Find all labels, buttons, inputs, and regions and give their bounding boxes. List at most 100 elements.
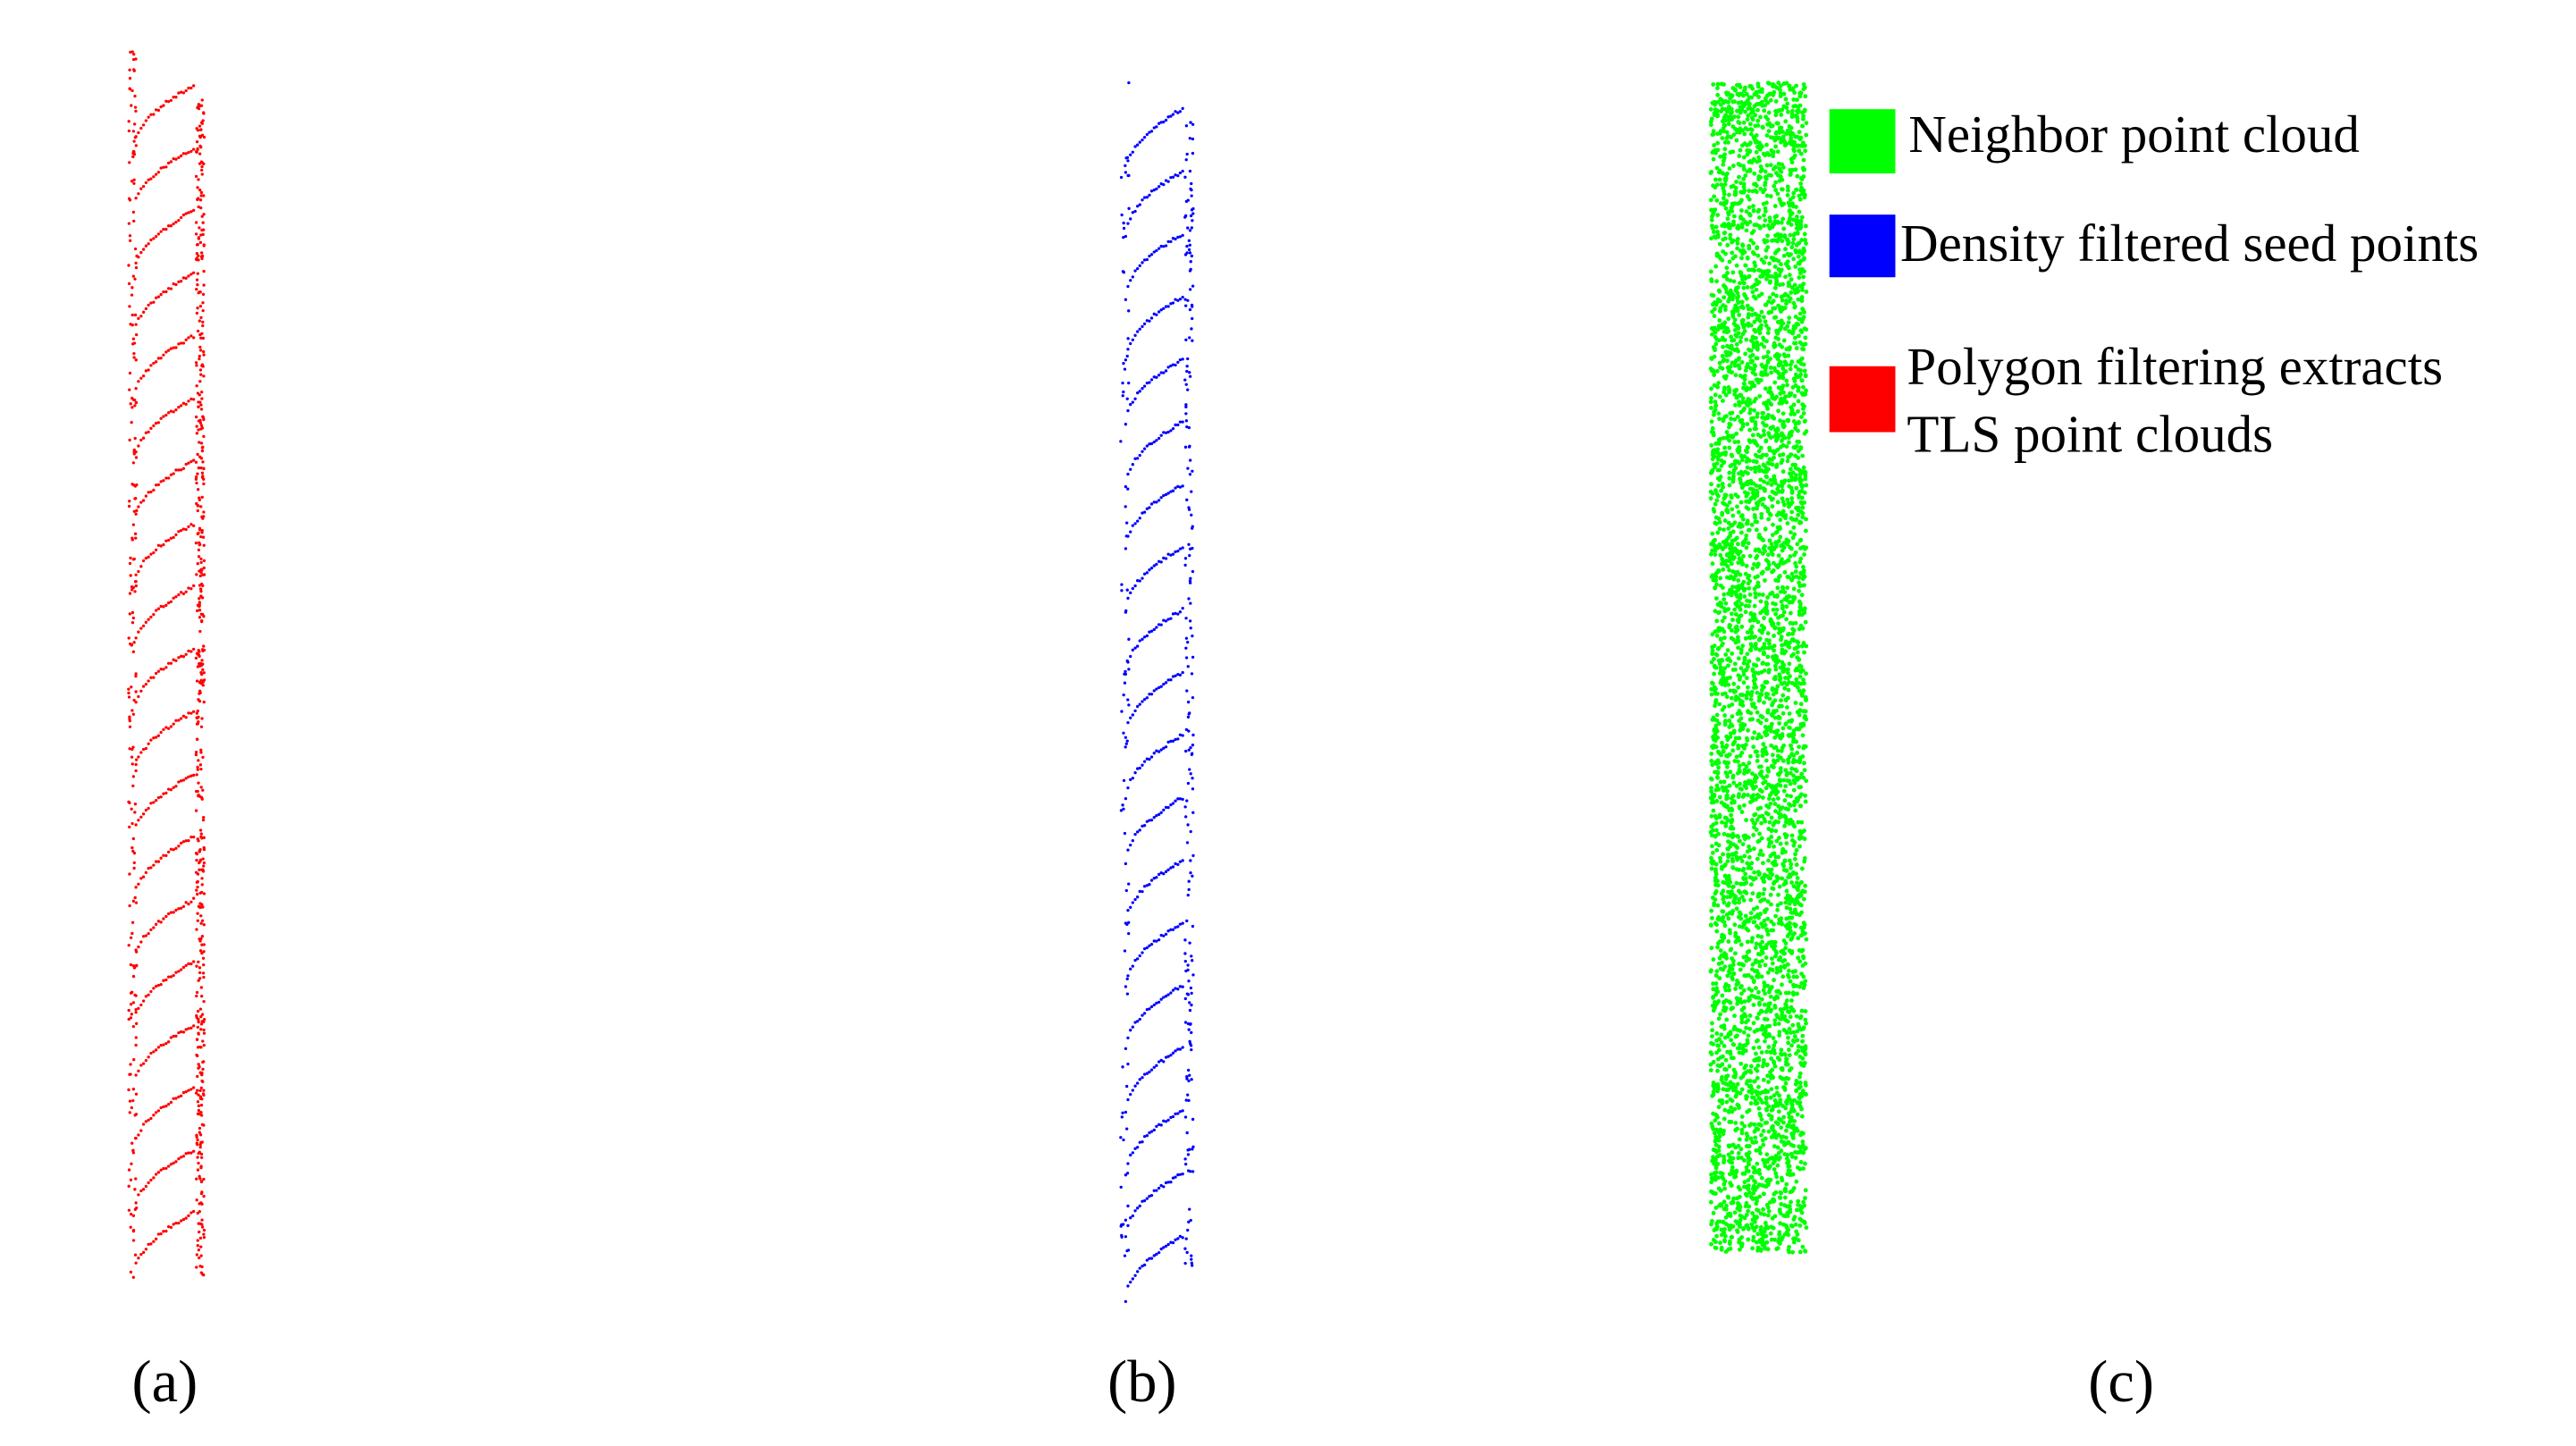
point xyxy=(169,1036,173,1039)
point xyxy=(198,1256,201,1260)
point xyxy=(1799,1114,1805,1119)
point xyxy=(1719,1227,1724,1232)
point xyxy=(1765,899,1771,904)
point xyxy=(1747,140,1753,146)
point xyxy=(1777,1207,1782,1212)
point xyxy=(1798,556,1804,561)
point xyxy=(1145,257,1149,262)
point xyxy=(196,1168,200,1172)
point xyxy=(1785,184,1790,189)
point xyxy=(166,411,171,415)
point xyxy=(202,543,206,547)
point xyxy=(1714,1038,1719,1043)
point xyxy=(1728,947,1733,953)
point xyxy=(1741,166,1747,172)
point xyxy=(189,962,193,966)
point xyxy=(1135,579,1140,583)
point xyxy=(194,475,198,479)
point xyxy=(1757,647,1763,652)
point xyxy=(1777,884,1782,889)
point xyxy=(200,98,204,102)
point xyxy=(128,719,131,723)
point xyxy=(1755,1245,1761,1250)
point xyxy=(162,727,165,732)
point xyxy=(1767,1199,1772,1205)
point xyxy=(156,1109,161,1113)
point xyxy=(1152,689,1156,693)
point xyxy=(1766,827,1772,831)
point xyxy=(195,252,199,256)
point xyxy=(1769,1237,1774,1242)
point xyxy=(194,1091,198,1095)
point xyxy=(201,1039,205,1043)
point xyxy=(198,905,202,910)
point xyxy=(201,324,205,328)
point xyxy=(1772,1039,1778,1045)
point xyxy=(172,786,175,789)
point xyxy=(130,845,134,850)
point xyxy=(1767,820,1772,825)
point xyxy=(1716,1121,1722,1126)
point xyxy=(1166,240,1170,244)
point xyxy=(1191,1170,1195,1173)
point xyxy=(1191,924,1195,929)
point xyxy=(187,525,190,529)
point xyxy=(133,1188,137,1191)
point xyxy=(1759,1117,1764,1122)
point xyxy=(166,912,171,916)
point xyxy=(202,374,206,378)
point xyxy=(199,678,203,682)
point xyxy=(1710,1034,1714,1038)
point xyxy=(198,349,203,352)
point xyxy=(1152,1128,1156,1132)
point xyxy=(187,336,190,340)
point xyxy=(1184,815,1188,819)
point xyxy=(1162,245,1166,248)
point xyxy=(147,555,150,559)
point xyxy=(191,773,196,778)
point xyxy=(1790,1189,1795,1193)
point xyxy=(179,341,183,345)
point xyxy=(1157,1186,1161,1190)
point xyxy=(1174,674,1177,677)
point xyxy=(1739,810,1745,814)
point xyxy=(1754,986,1758,991)
point xyxy=(131,523,136,526)
point xyxy=(184,963,188,968)
point xyxy=(200,1156,204,1159)
point xyxy=(1141,198,1144,202)
point xyxy=(131,398,136,401)
point xyxy=(1734,431,1739,436)
point xyxy=(1767,215,1772,221)
point xyxy=(1129,591,1132,594)
point xyxy=(1155,562,1158,567)
point xyxy=(1187,748,1191,752)
point xyxy=(1709,279,1714,284)
point xyxy=(1747,273,1752,279)
point xyxy=(202,213,206,216)
point xyxy=(1753,113,1758,118)
point xyxy=(200,172,204,176)
point xyxy=(130,293,134,297)
point xyxy=(169,911,173,914)
point xyxy=(177,342,181,346)
point xyxy=(181,276,186,280)
point xyxy=(159,856,163,860)
point xyxy=(134,762,138,767)
point xyxy=(197,1063,200,1066)
point xyxy=(141,1062,146,1065)
point xyxy=(1187,1028,1191,1031)
point xyxy=(133,895,137,900)
point xyxy=(169,600,173,603)
point xyxy=(1183,959,1187,963)
point xyxy=(147,178,150,181)
point xyxy=(1753,296,1758,301)
point xyxy=(166,224,171,228)
point xyxy=(1191,137,1195,141)
point xyxy=(169,1225,173,1230)
legend-label: Polygon filtering extracts xyxy=(1907,337,2443,396)
point xyxy=(1191,1148,1194,1151)
point xyxy=(1711,156,1716,162)
point xyxy=(1752,969,1757,974)
point xyxy=(1184,338,1188,341)
